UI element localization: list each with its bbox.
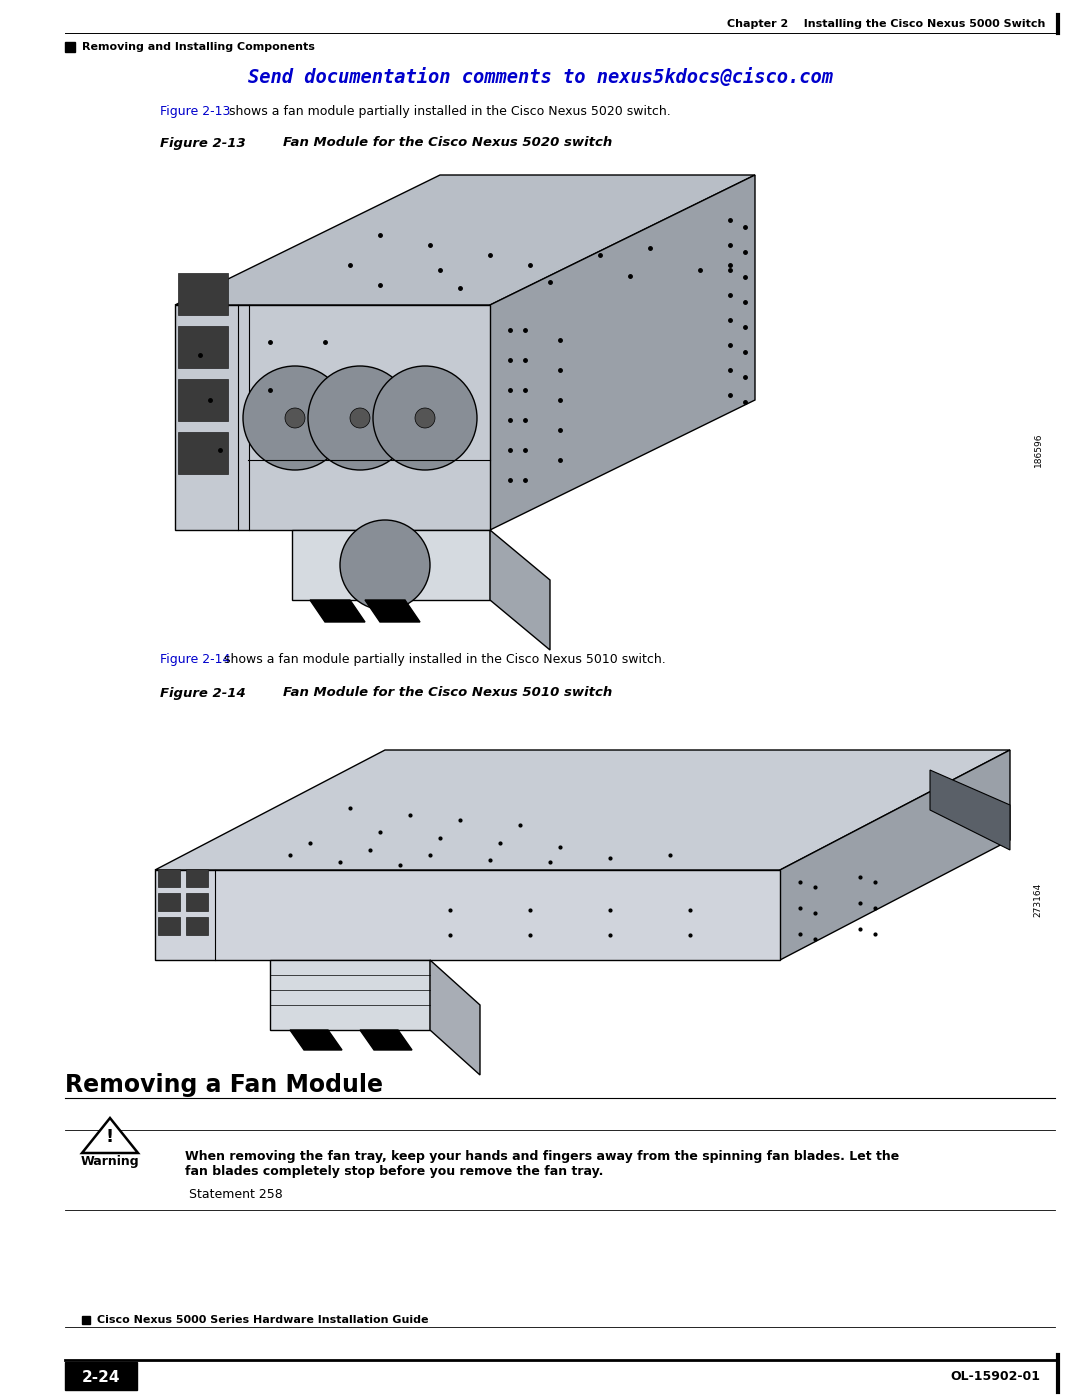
FancyBboxPatch shape bbox=[186, 869, 208, 887]
FancyBboxPatch shape bbox=[178, 326, 228, 367]
Text: Removing a Fan Module: Removing a Fan Module bbox=[65, 1073, 383, 1097]
FancyBboxPatch shape bbox=[178, 432, 228, 474]
FancyBboxPatch shape bbox=[178, 272, 228, 314]
Text: Cisco Nexus 5000 Series Hardware Installation Guide: Cisco Nexus 5000 Series Hardware Install… bbox=[97, 1315, 429, 1324]
Polygon shape bbox=[156, 750, 1010, 870]
Text: 273164: 273164 bbox=[1034, 883, 1042, 916]
Polygon shape bbox=[780, 750, 1010, 960]
Text: OL-15902-01: OL-15902-01 bbox=[950, 1370, 1040, 1383]
FancyBboxPatch shape bbox=[186, 893, 208, 911]
FancyBboxPatch shape bbox=[65, 1362, 137, 1390]
Circle shape bbox=[285, 408, 305, 427]
FancyBboxPatch shape bbox=[82, 1316, 90, 1324]
Text: 2-24: 2-24 bbox=[82, 1369, 120, 1384]
Polygon shape bbox=[360, 1030, 411, 1051]
Polygon shape bbox=[292, 529, 490, 599]
Text: Figure 2-14: Figure 2-14 bbox=[160, 686, 246, 700]
Circle shape bbox=[415, 408, 435, 427]
FancyBboxPatch shape bbox=[158, 916, 180, 935]
Text: 186596: 186596 bbox=[1034, 433, 1042, 467]
FancyBboxPatch shape bbox=[158, 893, 180, 911]
Polygon shape bbox=[175, 305, 490, 529]
Polygon shape bbox=[490, 175, 755, 529]
Text: Warning: Warning bbox=[81, 1155, 139, 1168]
Text: Fan Module for the Cisco Nexus 5020 switch: Fan Module for the Cisco Nexus 5020 swit… bbox=[246, 137, 612, 149]
Text: shows a fan module partially installed in the Cisco Nexus 5020 switch.: shows a fan module partially installed i… bbox=[225, 106, 671, 119]
Polygon shape bbox=[365, 599, 420, 622]
Circle shape bbox=[340, 520, 430, 610]
FancyBboxPatch shape bbox=[178, 379, 228, 420]
Text: Figure 2-13: Figure 2-13 bbox=[160, 106, 230, 119]
Text: Figure 2-14: Figure 2-14 bbox=[160, 654, 230, 666]
Text: Send documentation comments to nexus5kdocs@cisco.com: Send documentation comments to nexus5kdo… bbox=[247, 67, 833, 87]
Polygon shape bbox=[82, 1118, 138, 1153]
Text: Fan Module for the Cisco Nexus 5010 switch: Fan Module for the Cisco Nexus 5010 swit… bbox=[246, 686, 612, 700]
Text: shows a fan module partially installed in the Cisco Nexus 5010 switch.: shows a fan module partially installed i… bbox=[224, 654, 665, 666]
Polygon shape bbox=[291, 1030, 342, 1051]
Text: Figure 2-13: Figure 2-13 bbox=[160, 137, 246, 149]
FancyBboxPatch shape bbox=[158, 869, 180, 887]
FancyBboxPatch shape bbox=[65, 42, 75, 52]
Text: !: ! bbox=[106, 1129, 114, 1147]
Polygon shape bbox=[175, 175, 755, 305]
Text: When removing the fan tray, keep your hands and fingers away from the spinning f: When removing the fan tray, keep your ha… bbox=[185, 1150, 900, 1178]
Polygon shape bbox=[430, 960, 480, 1076]
Text: Statement 258: Statement 258 bbox=[185, 1187, 283, 1201]
FancyBboxPatch shape bbox=[186, 916, 208, 935]
Text: Removing and Installing Components: Removing and Installing Components bbox=[82, 42, 315, 52]
Text: Chapter 2    Installing the Cisco Nexus 5000 Switch: Chapter 2 Installing the Cisco Nexus 500… bbox=[727, 20, 1045, 29]
Polygon shape bbox=[930, 770, 1010, 849]
Circle shape bbox=[308, 366, 411, 469]
Polygon shape bbox=[490, 529, 550, 650]
Circle shape bbox=[243, 366, 347, 469]
Polygon shape bbox=[310, 599, 365, 622]
Polygon shape bbox=[270, 960, 430, 1030]
Polygon shape bbox=[156, 870, 780, 960]
Circle shape bbox=[373, 366, 477, 469]
Circle shape bbox=[350, 408, 370, 427]
